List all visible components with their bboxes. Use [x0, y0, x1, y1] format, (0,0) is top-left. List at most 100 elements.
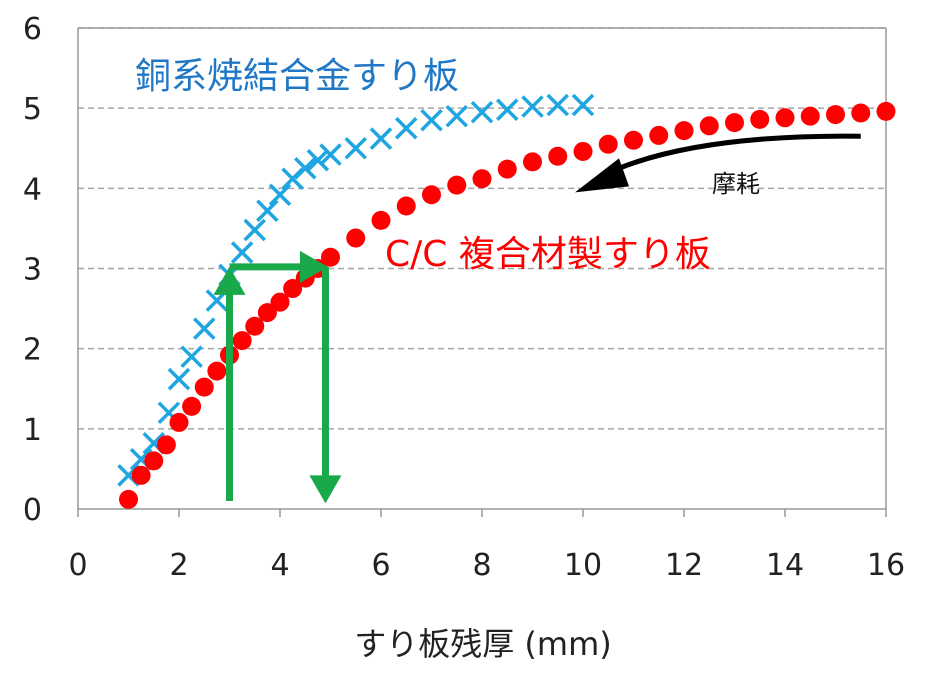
green-arrow-down — [309, 266, 342, 504]
cc-point-16 — [321, 247, 340, 267]
green-arrow-head — [299, 250, 328, 283]
copper-point-stroke-b — [306, 149, 330, 172]
series-cc-composite — [119, 101, 896, 509]
copper-point-16 — [319, 143, 342, 166]
copper-point-stroke-b — [369, 127, 393, 150]
cc-point-28 — [624, 130, 643, 150]
green-arrow-right — [229, 250, 328, 283]
copper-point-18 — [369, 127, 393, 150]
cc-point-34 — [775, 108, 795, 128]
cc-point-22 — [472, 169, 492, 189]
cc-point-19 — [396, 196, 416, 216]
copper-point-10 — [243, 218, 266, 242]
green-arrow-up — [213, 266, 246, 501]
x-tick-14: 14 — [766, 548, 804, 583]
x-tick-12: 12 — [665, 548, 703, 583]
cc-point-18 — [371, 210, 391, 230]
copper-point-stroke-b — [193, 317, 216, 340]
copper-point-4 — [167, 367, 191, 391]
cc-point-32 — [725, 113, 744, 133]
cc-point-4 — [169, 412, 189, 432]
copper-point-19 — [395, 116, 418, 140]
copper-point-stroke-b — [180, 345, 203, 368]
copper-point-stroke-b — [470, 100, 494, 124]
copper-point-9 — [230, 241, 254, 264]
y-tick-6: 6 — [23, 12, 42, 47]
copper-point-26 — [571, 93, 595, 117]
copper-point-stroke-b — [243, 218, 266, 242]
cc-point-2 — [144, 451, 164, 471]
copper-point-stroke-b — [420, 108, 443, 132]
cc-point-11 — [257, 303, 277, 323]
copper-point-stroke-b — [167, 367, 191, 391]
copper-point-5 — [180, 345, 203, 368]
copper-point-12 — [268, 183, 292, 206]
series-label-copper: 銅系焼結合金すり板 — [135, 56, 459, 97]
x-tick-10: 10 — [564, 548, 602, 583]
series-label-cc: C/C 複合材製すり板 — [385, 234, 711, 275]
copper-point-stroke-b — [319, 143, 342, 166]
cc-point-33 — [750, 109, 770, 129]
wear-label: 摩耗 — [712, 170, 760, 198]
copper-point-stroke-b — [230, 241, 254, 264]
y-tick-labels: 0 1 2 3 4 5 6 — [23, 12, 42, 528]
axes — [77, 27, 887, 517]
copper-point-17 — [344, 137, 367, 160]
cc-point-25 — [548, 146, 568, 166]
cc-point-29 — [649, 125, 669, 145]
wear-arrow-head — [575, 158, 629, 193]
cc-point-30 — [674, 121, 694, 141]
green-arrows — [213, 250, 342, 504]
cc-point-10 — [245, 316, 265, 336]
x-tick-8: 8 — [472, 548, 491, 583]
copper-point-21 — [445, 104, 468, 128]
copper-point-20 — [420, 108, 443, 132]
copper-point-6 — [193, 317, 216, 340]
cc-point-37 — [851, 103, 871, 123]
copper-point-23 — [496, 98, 519, 122]
cc-point-13 — [283, 279, 303, 299]
copper-point-stroke-b — [521, 95, 544, 118]
x-tick-6: 6 — [371, 548, 390, 583]
copper-point-stroke-b — [268, 183, 292, 206]
cc-point-7 — [207, 361, 227, 381]
copper-point-stroke-b — [546, 93, 569, 117]
cc-point-12 — [270, 292, 290, 312]
copper-point-11 — [256, 199, 279, 223]
copper-point-22 — [470, 100, 494, 124]
x-tick-16: 16 — [867, 548, 905, 583]
cc-point-21 — [447, 175, 467, 195]
copper-point-15 — [306, 149, 330, 172]
y-tick-0: 0 — [23, 493, 42, 528]
copper-point-stroke-b — [294, 157, 317, 180]
copper-point-24 — [521, 95, 544, 118]
cc-point-6 — [194, 377, 214, 397]
cc-point-38 — [876, 101, 896, 121]
cc-point-23 — [497, 159, 517, 179]
cc-point-26 — [573, 141, 593, 161]
y-tick-1: 1 — [23, 413, 42, 448]
cc-point-24 — [523, 152, 542, 172]
cc-point-0 — [119, 489, 138, 509]
cc-point-27 — [598, 134, 618, 154]
green-arrow-head — [213, 266, 246, 295]
copper-point-14 — [294, 157, 317, 180]
cc-point-5 — [182, 396, 202, 416]
y-tick-3: 3 — [23, 253, 42, 288]
wear-arrow — [575, 133, 861, 193]
x-axis-label: すり板残厚 (mm) — [354, 625, 612, 663]
cc-point-1 — [131, 465, 151, 485]
copper-point-stroke-b — [496, 98, 519, 122]
cc-point-9 — [232, 331, 252, 351]
cc-point-20 — [422, 185, 441, 205]
series-copper-sintered-alloy — [117, 93, 595, 487]
y-tick-2: 2 — [23, 333, 42, 368]
copper-point-stroke-b — [445, 104, 468, 128]
cc-point-35 — [800, 106, 820, 126]
cc-point-36 — [826, 105, 845, 125]
cc-point-3 — [156, 435, 176, 455]
y-tick-5: 5 — [23, 92, 42, 127]
copper-point-stroke-b — [157, 401, 181, 425]
x-tick-labels: 0 2 4 6 8 10 12 14 16 — [68, 548, 905, 583]
